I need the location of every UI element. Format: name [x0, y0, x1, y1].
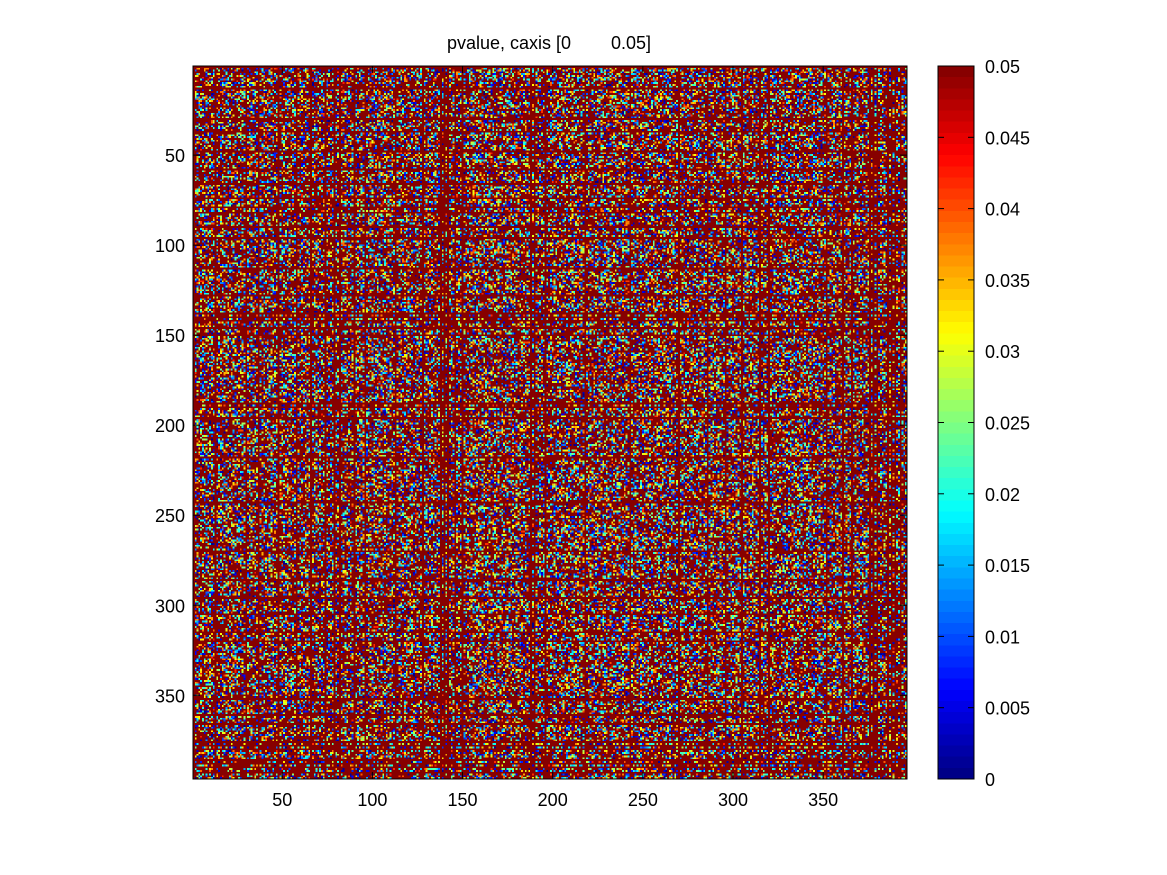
y-tick-label: 50	[165, 146, 185, 166]
colorbar-tick-label: 0.035	[985, 271, 1030, 291]
colorbar-tick-label: 0.01	[985, 627, 1020, 647]
colorbar-tick-label: 0.005	[985, 699, 1030, 719]
x-tick-label: 300	[718, 790, 748, 810]
heatmap-frame	[192, 65, 908, 780]
heatmap-image	[193, 66, 907, 779]
colorbar-tick-label: 0.05	[985, 57, 1020, 77]
y-tick-label: 250	[155, 506, 185, 526]
colorbar-tick-label: 0.015	[985, 556, 1030, 576]
x-tick-label: 50	[272, 790, 292, 810]
y-tick-label: 200	[155, 416, 185, 436]
x-tick-label: 250	[628, 790, 658, 810]
x-tick-label: 100	[357, 790, 387, 810]
colorbar-tick-label: 0.04	[985, 200, 1020, 220]
y-tick-label: 150	[155, 326, 185, 346]
colorbar-tick-label: 0.02	[985, 485, 1020, 505]
colorbar: 0 0.005 0.01 0.015 0.02 0.025 0.03 0.035 0.04 0.0…	[937, 57, 1030, 790]
x-axis: 50 100 150 200 250 300 350	[272, 66, 838, 810]
y-tick-label: 350	[155, 686, 185, 706]
y-axis: 50 100 150 200 250 300 350	[155, 146, 907, 706]
chart-title: pvalue, caxis [0 0.05]	[447, 33, 651, 53]
heatmap-area	[192, 65, 908, 780]
x-tick-label: 350	[808, 790, 838, 810]
x-tick-label: 150	[448, 790, 478, 810]
y-tick-label: 300	[155, 596, 185, 616]
colorbar-tick-label: 0.045	[985, 128, 1030, 148]
x-tick-label: 200	[538, 790, 568, 810]
y-tick-label: 100	[155, 236, 185, 256]
colorbar-tick-label: 0.025	[985, 414, 1030, 434]
colorbar-tick-label: 0	[985, 770, 995, 790]
colorbar-tick-label: 0.03	[985, 342, 1020, 362]
colorbar-ticks: 0 0.005 0.01 0.015 0.02 0.025 0.03 0.035 0.04 0.0…	[938, 57, 1030, 790]
